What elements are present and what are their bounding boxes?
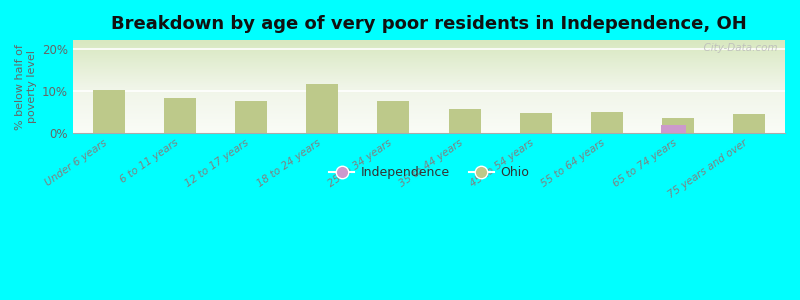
Title: Breakdown by age of very poor residents in Independence, OH: Breakdown by age of very poor residents … [111, 15, 747, 33]
Bar [661, 124, 686, 133]
Bar [520, 113, 552, 133]
Bar [734, 114, 766, 133]
Bar [306, 85, 338, 133]
Bar [449, 109, 481, 133]
Bar [93, 89, 125, 133]
Text: City-Data.com: City-Data.com [698, 43, 778, 53]
Bar [378, 101, 410, 133]
Bar [235, 101, 267, 133]
Bar [662, 118, 694, 133]
Bar [591, 112, 623, 133]
Y-axis label: % below half of
poverty level: % below half of poverty level [15, 44, 37, 130]
Bar [164, 98, 196, 133]
Legend: Independence, Ohio: Independence, Ohio [324, 161, 534, 184]
